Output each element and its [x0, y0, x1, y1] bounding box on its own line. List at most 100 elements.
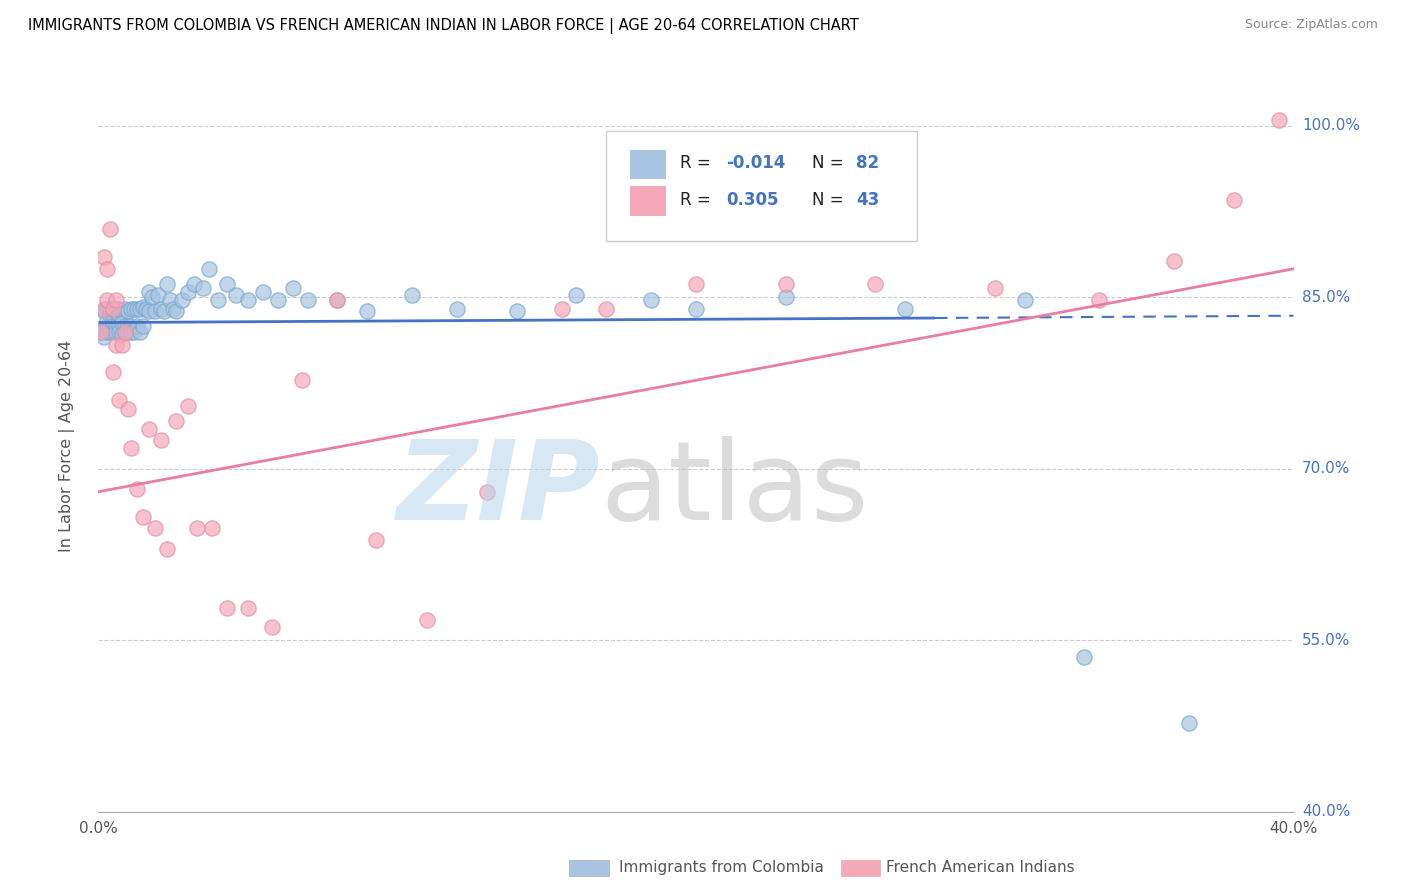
Point: [108, 393, 131, 408]
Point: [252, 285, 274, 299]
Point: [93, 251, 115, 265]
Bar: [630, 150, 666, 179]
Point: [108, 325, 131, 339]
Point: [93, 304, 115, 318]
Point: [111, 326, 134, 341]
Point: [281, 281, 304, 295]
Point: [172, 293, 194, 307]
Point: [640, 293, 662, 307]
Point: [93, 330, 115, 344]
Point: [103, 325, 125, 339]
Point: [127, 483, 149, 497]
Point: [775, 290, 797, 304]
Point: [162, 301, 184, 316]
Point: [96, 313, 118, 327]
Point: [215, 277, 238, 291]
Point: [550, 301, 572, 316]
Point: [108, 301, 131, 316]
Point: [150, 434, 173, 448]
Point: [201, 521, 224, 535]
Text: 85.0%: 85.0%: [1302, 290, 1350, 305]
Point: [236, 293, 259, 307]
Point: [260, 619, 283, 633]
Point: [114, 301, 136, 316]
Point: [297, 293, 319, 307]
Point: [156, 277, 179, 291]
Point: [114, 325, 136, 339]
Point: [1014, 293, 1036, 307]
Point: [105, 301, 128, 316]
Point: [156, 541, 179, 556]
Point: [138, 422, 160, 436]
Point: [96, 293, 118, 307]
Point: [103, 365, 125, 379]
Text: 43: 43: [856, 191, 879, 209]
Point: [132, 509, 155, 524]
Point: [153, 304, 176, 318]
Point: [401, 288, 423, 302]
Point: [1223, 194, 1246, 208]
Point: [475, 484, 498, 499]
Point: [326, 293, 349, 307]
Point: [165, 304, 187, 318]
Point: [120, 325, 142, 339]
Point: [96, 318, 118, 333]
Point: [111, 338, 134, 352]
Point: [103, 318, 125, 333]
Point: [127, 301, 149, 316]
Text: 100.0%: 100.0%: [1302, 119, 1360, 134]
Point: [98, 318, 122, 333]
Text: 55.0%: 55.0%: [1302, 632, 1350, 648]
Point: [108, 308, 131, 322]
Point: [165, 414, 187, 428]
Point: [114, 318, 136, 333]
Point: [129, 301, 152, 316]
Point: [894, 301, 917, 316]
Point: [685, 301, 707, 316]
Point: [93, 301, 115, 316]
Point: [865, 277, 887, 291]
Point: [177, 285, 200, 299]
Point: [143, 521, 166, 535]
Point: [186, 521, 208, 535]
Text: 0.305: 0.305: [725, 191, 779, 209]
Point: [90, 325, 112, 339]
Point: [141, 290, 163, 304]
Point: [1267, 113, 1289, 128]
Point: [117, 318, 139, 333]
Point: [103, 301, 125, 316]
Text: atlas: atlas: [600, 436, 869, 543]
Point: [103, 308, 125, 322]
Point: [96, 325, 118, 339]
Point: [416, 613, 439, 627]
Text: French American Indians: French American Indians: [886, 861, 1074, 875]
Point: [215, 601, 238, 615]
Point: [124, 325, 146, 339]
Point: [225, 288, 247, 302]
FancyBboxPatch shape: [606, 131, 917, 241]
Point: [96, 261, 118, 276]
Text: R =: R =: [681, 154, 717, 172]
Text: IMMIGRANTS FROM COLOMBIA VS FRENCH AMERICAN INDIAN IN LABOR FORCE | AGE 20-64 CO: IMMIGRANTS FROM COLOMBIA VS FRENCH AMERI…: [28, 18, 859, 34]
Point: [143, 304, 166, 318]
Point: [105, 325, 128, 339]
Point: [96, 301, 118, 316]
Point: [1088, 293, 1111, 307]
Point: [1163, 253, 1185, 268]
Point: [565, 288, 588, 302]
Point: [177, 399, 200, 413]
Point: [98, 308, 122, 322]
Y-axis label: In Labor Force | Age 20-64: In Labor Force | Age 20-64: [59, 340, 75, 552]
Point: [1073, 650, 1095, 665]
Point: [595, 301, 617, 316]
Point: [290, 373, 312, 387]
Point: [267, 293, 290, 307]
Text: 82: 82: [856, 154, 879, 172]
Point: [446, 301, 468, 316]
Point: [124, 301, 146, 316]
Point: [148, 288, 170, 302]
Text: N =: N =: [811, 154, 849, 172]
Point: [120, 318, 142, 333]
Point: [120, 301, 142, 316]
Point: [114, 325, 136, 339]
